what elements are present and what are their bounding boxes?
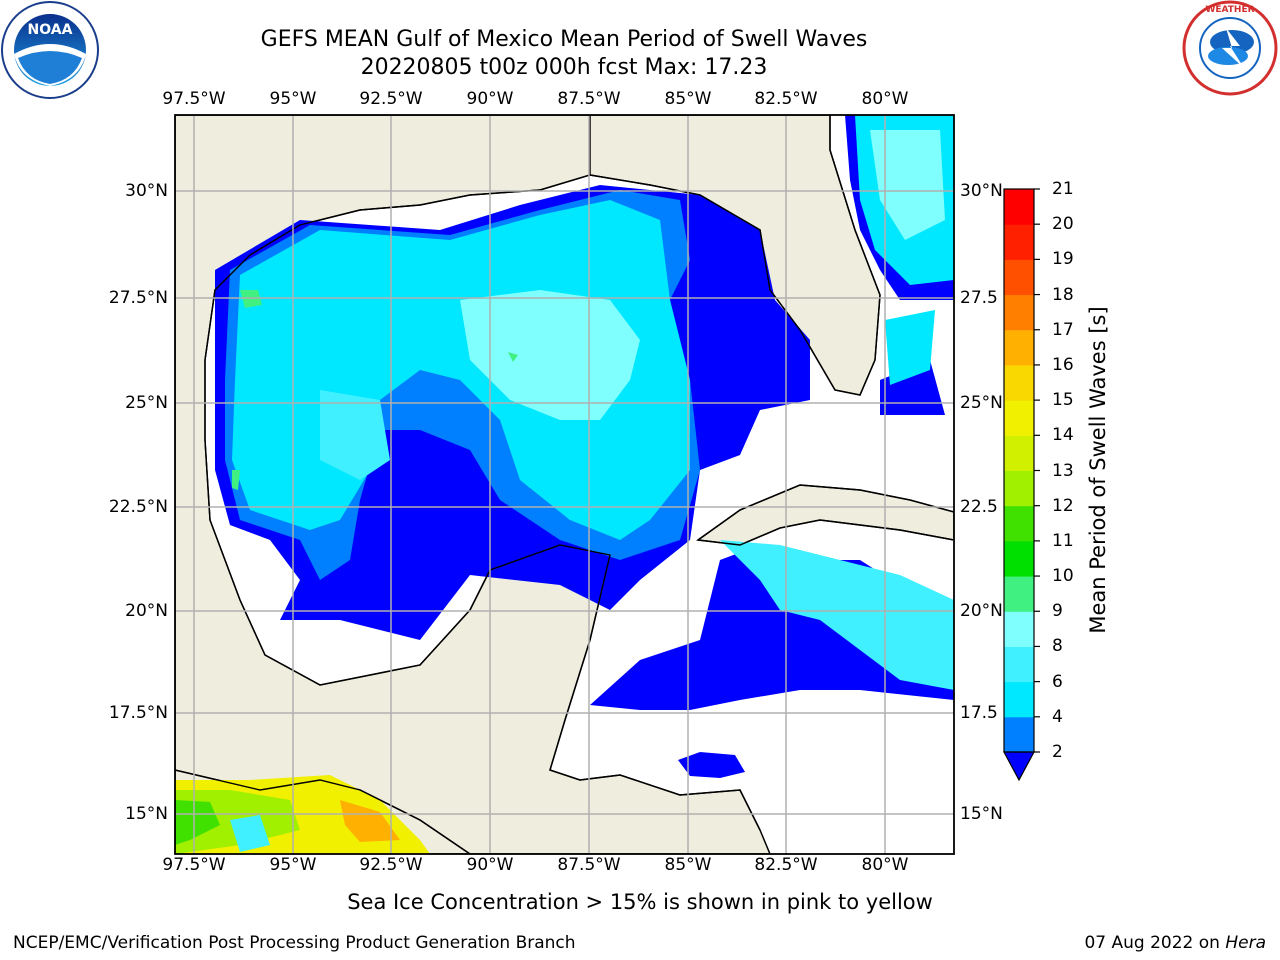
colorbar-segment [1004,646,1034,683]
credit-text: NCEP/EMC/Verification Post Processing Pr… [13,933,576,953]
lat-label-left: 15°N [125,804,168,824]
host-name: Hera [1225,933,1266,953]
colorbar-extend-triangle [1002,751,1036,782]
colorbar-title: Mean Period of Swell Waves [s] [1086,306,1110,634]
colorbar-tick-label: 18 [1052,284,1074,305]
colorbar-tick-label: 11 [1052,530,1074,551]
colorbar-tick-label: 13 [1052,460,1074,481]
coastlines [175,115,954,854]
colorbar [1002,188,1040,782]
colorbar-segment [1004,259,1034,296]
colorbar-tick-label: 19 [1052,249,1074,270]
colorbar-segment [1004,400,1034,436]
lon-label-top: 92.5°W [359,89,423,109]
colorbar-segment [1004,540,1034,577]
colorbar-segment [1004,435,1034,471]
lon-label-bottom: 97.5°W [162,855,226,875]
lat-label-left: 25°N [125,393,168,413]
map-border [174,114,955,855]
lon-label-bottom: 80°W [861,855,909,875]
colorbar-segment [1004,576,1034,612]
lon-label-top: 90°W [466,89,514,109]
svg-text:NOAA: NOAA [28,22,73,38]
lat-label-right: 27.5 [960,288,998,308]
colorbar-tick-label: 16 [1052,354,1074,375]
colorbar-segment [1004,681,1034,718]
colorbar-tick-label: 9 [1052,601,1063,622]
colorbar-tick-label: 20 [1052,214,1074,235]
lon-label-top: 87.5°W [557,89,621,109]
map-subtitle: 20220805 t00z 000h fcst Max: 17.23 [360,55,768,80]
date-text: 07 Aug 2022 on Hera [1084,933,1266,953]
lat-label-left: 30°N [125,181,168,201]
colorbar-segment [1004,189,1034,225]
lat-label-left: 27.5°N [108,288,168,308]
colorbar-segment [1004,611,1034,647]
colorbar-segment [1004,505,1034,542]
colorbar-tick-label: 4 [1052,706,1063,727]
lat-label-right: 17.5 [960,703,998,723]
lat-label-left: 17.5°N [108,703,168,723]
lat-label-left: 20°N [125,601,168,621]
date-value: 07 Aug 2022 on [1084,933,1220,953]
lon-label-top: 80°W [861,89,909,109]
colorbar-tick-label: 17 [1052,319,1074,340]
lon-label-bottom: 82.5°W [754,855,818,875]
colorbar-segment [1004,716,1034,753]
lon-label-bottom: 95°W [269,855,317,875]
lon-label-top: 85°W [664,89,712,109]
colorbar-tick-label: 10 [1052,566,1074,587]
map-title: GEFS MEAN Gulf of Mexico Mean Period of … [260,27,868,52]
colorbar-tick-label: 15 [1052,390,1074,411]
graticule [175,115,954,854]
colorbar-segment [1004,470,1034,507]
colorbar-segment [1004,294,1034,331]
lat-label-left: 22.5°N [108,497,168,517]
colorbar-tick-label: 12 [1052,495,1074,516]
lon-label-bottom: 92.5°W [359,855,423,875]
colorbar-tick-label: 21 [1052,179,1074,199]
colorbar-tick-label: 6 [1052,671,1063,692]
colorbar-tick-label: 14 [1052,425,1074,446]
lat-label-right: 15°N [960,804,1003,824]
colorbar-segment [1004,364,1034,401]
nws-logo: WEATHER [1182,0,1278,96]
lon-label-top: 95°W [269,89,317,109]
colorbar-segment [1004,224,1034,260]
lat-label-right: 25°N [960,393,1003,413]
colorbar-segment [1004,329,1034,366]
lat-label-right: 22.5 [960,497,998,517]
svg-text:WEATHER: WEATHER [1205,5,1254,15]
lon-label-top: 82.5°W [754,89,818,109]
lon-label-bottom: 85°W [664,855,712,875]
lon-label-top: 97.5°W [162,89,226,109]
lon-label-bottom: 87.5°W [557,855,621,875]
lat-label-right: 30°N [960,181,1003,201]
lon-label-bottom: 90°W [466,855,514,875]
noaa-logo: NOAA [1,1,99,99]
colorbar-tick-label: 2 [1052,742,1063,762]
colorbar-tick-label: 8 [1052,636,1063,657]
sea-ice-note: Sea Ice Concentration > 15% is shown in … [347,890,933,914]
lat-label-right: 20°N [960,601,1003,621]
